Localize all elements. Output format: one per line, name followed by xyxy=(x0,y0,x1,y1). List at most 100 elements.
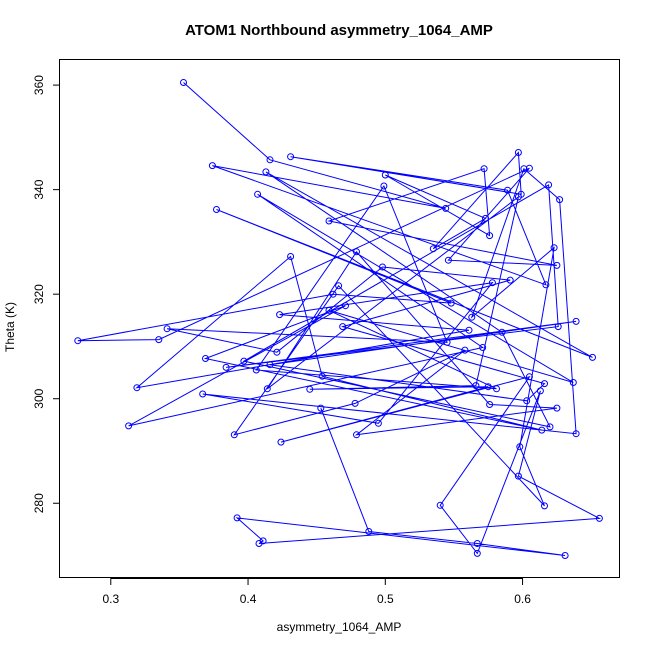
data-point xyxy=(252,366,260,374)
data-point xyxy=(325,217,333,225)
data-point xyxy=(180,79,187,86)
data-point xyxy=(461,346,469,354)
data-point xyxy=(263,385,271,393)
data-point xyxy=(447,299,455,307)
data-point xyxy=(479,344,487,351)
data-point xyxy=(473,549,481,557)
data-point xyxy=(493,385,500,393)
data-point xyxy=(488,279,496,287)
data-point xyxy=(516,443,524,451)
data-point xyxy=(254,190,262,198)
data-point xyxy=(498,328,506,336)
data-point xyxy=(554,323,562,331)
data-point xyxy=(374,419,382,427)
data-point xyxy=(163,325,171,333)
data-point xyxy=(444,256,452,264)
x-axis: 0.3 0.4 0.5 0.6 xyxy=(102,578,531,606)
data-point xyxy=(199,390,207,398)
data-point xyxy=(202,355,209,362)
data-point xyxy=(520,165,528,173)
data-point xyxy=(442,204,450,212)
data-point xyxy=(133,384,141,392)
data-point xyxy=(569,379,577,386)
data-point xyxy=(572,430,580,438)
y-tick-label: 320 xyxy=(32,284,46,304)
data-point xyxy=(155,336,163,344)
data-point xyxy=(266,361,274,369)
series-line xyxy=(77,82,602,556)
data-point xyxy=(353,248,360,256)
data-point xyxy=(318,372,326,380)
x-tick-label: 0.4 xyxy=(240,592,257,606)
data-point xyxy=(572,317,580,325)
series-lines xyxy=(77,82,602,556)
data-point xyxy=(484,383,492,391)
data-point xyxy=(436,501,444,509)
data-point xyxy=(482,214,489,222)
data-point xyxy=(545,181,553,189)
data-point xyxy=(277,438,285,446)
data-point xyxy=(556,196,564,204)
x-tick-label: 0.5 xyxy=(377,592,394,606)
data-point xyxy=(523,397,531,405)
data-point xyxy=(550,244,558,252)
data-point xyxy=(287,253,295,260)
x-tick-label: 0.3 xyxy=(102,592,119,606)
data-point xyxy=(262,168,270,176)
data-point xyxy=(542,281,550,289)
data-point xyxy=(339,323,347,331)
data-point xyxy=(525,373,533,381)
y-tick-label: 340 xyxy=(32,179,46,199)
series-points xyxy=(74,79,603,559)
data-point xyxy=(287,153,295,161)
data-point xyxy=(208,162,216,170)
data-point xyxy=(240,357,248,365)
data-point xyxy=(553,261,561,269)
data-point xyxy=(538,426,546,434)
data-point xyxy=(329,290,337,298)
data-point xyxy=(276,311,284,319)
data-point xyxy=(317,404,325,412)
chart-title: ATOM1 Northbound asymmetry_1064_AMP xyxy=(185,22,493,39)
data-point xyxy=(342,302,349,310)
data-point xyxy=(514,193,522,201)
data-point xyxy=(365,528,373,535)
data-point xyxy=(381,171,389,179)
y-axis: 280 300 320 340 360 xyxy=(32,75,60,513)
data-point xyxy=(335,282,343,290)
data-point xyxy=(506,276,514,284)
data-point xyxy=(429,245,437,253)
y-tick-label: 280 xyxy=(32,493,46,513)
data-point xyxy=(553,404,561,412)
y-axis-label: Theta (K) xyxy=(3,302,17,352)
data-point xyxy=(266,156,274,164)
data-point xyxy=(536,387,544,395)
data-point xyxy=(468,313,476,321)
data-point xyxy=(504,186,511,194)
data-point xyxy=(546,423,554,431)
data-point xyxy=(259,537,267,545)
data-point xyxy=(351,399,359,407)
data-point xyxy=(595,514,603,522)
data-point xyxy=(125,422,133,430)
data-point xyxy=(486,232,494,240)
data-point xyxy=(213,206,220,213)
data-point xyxy=(541,502,548,510)
x-axis-label: asymmetry_1064_AMP xyxy=(277,620,402,634)
data-point xyxy=(514,149,522,156)
data-point xyxy=(74,337,82,345)
data-point xyxy=(379,263,386,271)
data-point xyxy=(325,306,333,314)
data-point xyxy=(222,363,230,371)
data-point xyxy=(443,338,451,346)
data-point xyxy=(465,326,473,334)
data-point xyxy=(589,353,596,361)
data-point xyxy=(353,431,360,439)
data-point xyxy=(480,165,488,173)
y-tick-label: 360 xyxy=(32,75,46,95)
data-point xyxy=(473,540,481,547)
y-tick-label: 300 xyxy=(32,388,46,408)
data-point xyxy=(514,472,522,480)
